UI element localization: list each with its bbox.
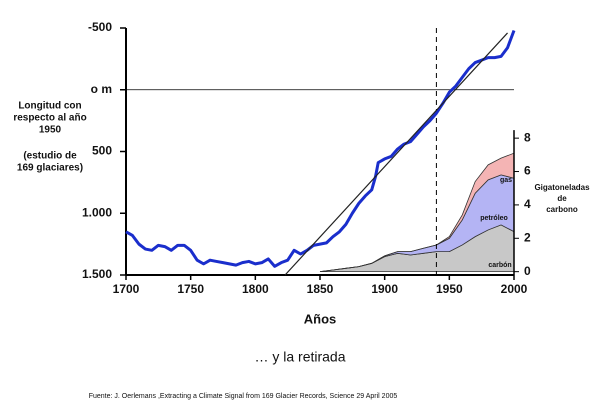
- source: Fuente: J. Oerlemans ,Extracting a Clima…: [89, 393, 398, 400]
- x-tick-label: 1950: [436, 282, 463, 296]
- y2-axis-label: carbono: [546, 205, 578, 214]
- y-axis-label: respecto al año: [13, 113, 86, 124]
- y2-axis-label: Gigatoneladas: [534, 183, 590, 192]
- trend-line: [284, 32, 508, 276]
- series-label: carbón: [488, 262, 511, 269]
- y2-axis-label: de: [557, 194, 567, 203]
- y2-tick-label: 4: [524, 197, 531, 211]
- x-tick-label: 1900: [371, 282, 398, 296]
- y2-tick-label: 0: [524, 264, 531, 278]
- y-axis-label: 1950: [39, 125, 62, 136]
- y-tick-label: 500: [92, 144, 112, 158]
- y-axis-label: (estudio de: [23, 151, 77, 162]
- y2-tick-label: 6: [524, 164, 531, 178]
- x-tick-label: 1800: [242, 282, 269, 296]
- x-tick-label: 1850: [307, 282, 334, 296]
- x-tick-label: 1700: [113, 282, 140, 296]
- x-tick-label: 1750: [177, 282, 204, 296]
- series-label: petróleo: [480, 215, 508, 222]
- y-axis-label: 169 glaciares): [17, 163, 83, 174]
- y-tick-label: o m: [91, 82, 112, 96]
- line: [125, 29, 516, 268]
- x-tick-label: 2000: [501, 282, 528, 296]
- y-axis-label: Longitud con: [18, 101, 81, 112]
- y2-tick-label: 2: [524, 230, 531, 244]
- chart-title: … y la retirada: [254, 349, 345, 365]
- y-tick-label: -500: [88, 20, 112, 34]
- y2-tick-label: 8: [524, 130, 531, 144]
- y-tick-label: 1.500: [82, 267, 112, 281]
- x-axis-label: Años: [304, 311, 337, 326]
- y-tick-label: 1.000: [82, 205, 112, 219]
- series-label: gas: [500, 177, 512, 184]
